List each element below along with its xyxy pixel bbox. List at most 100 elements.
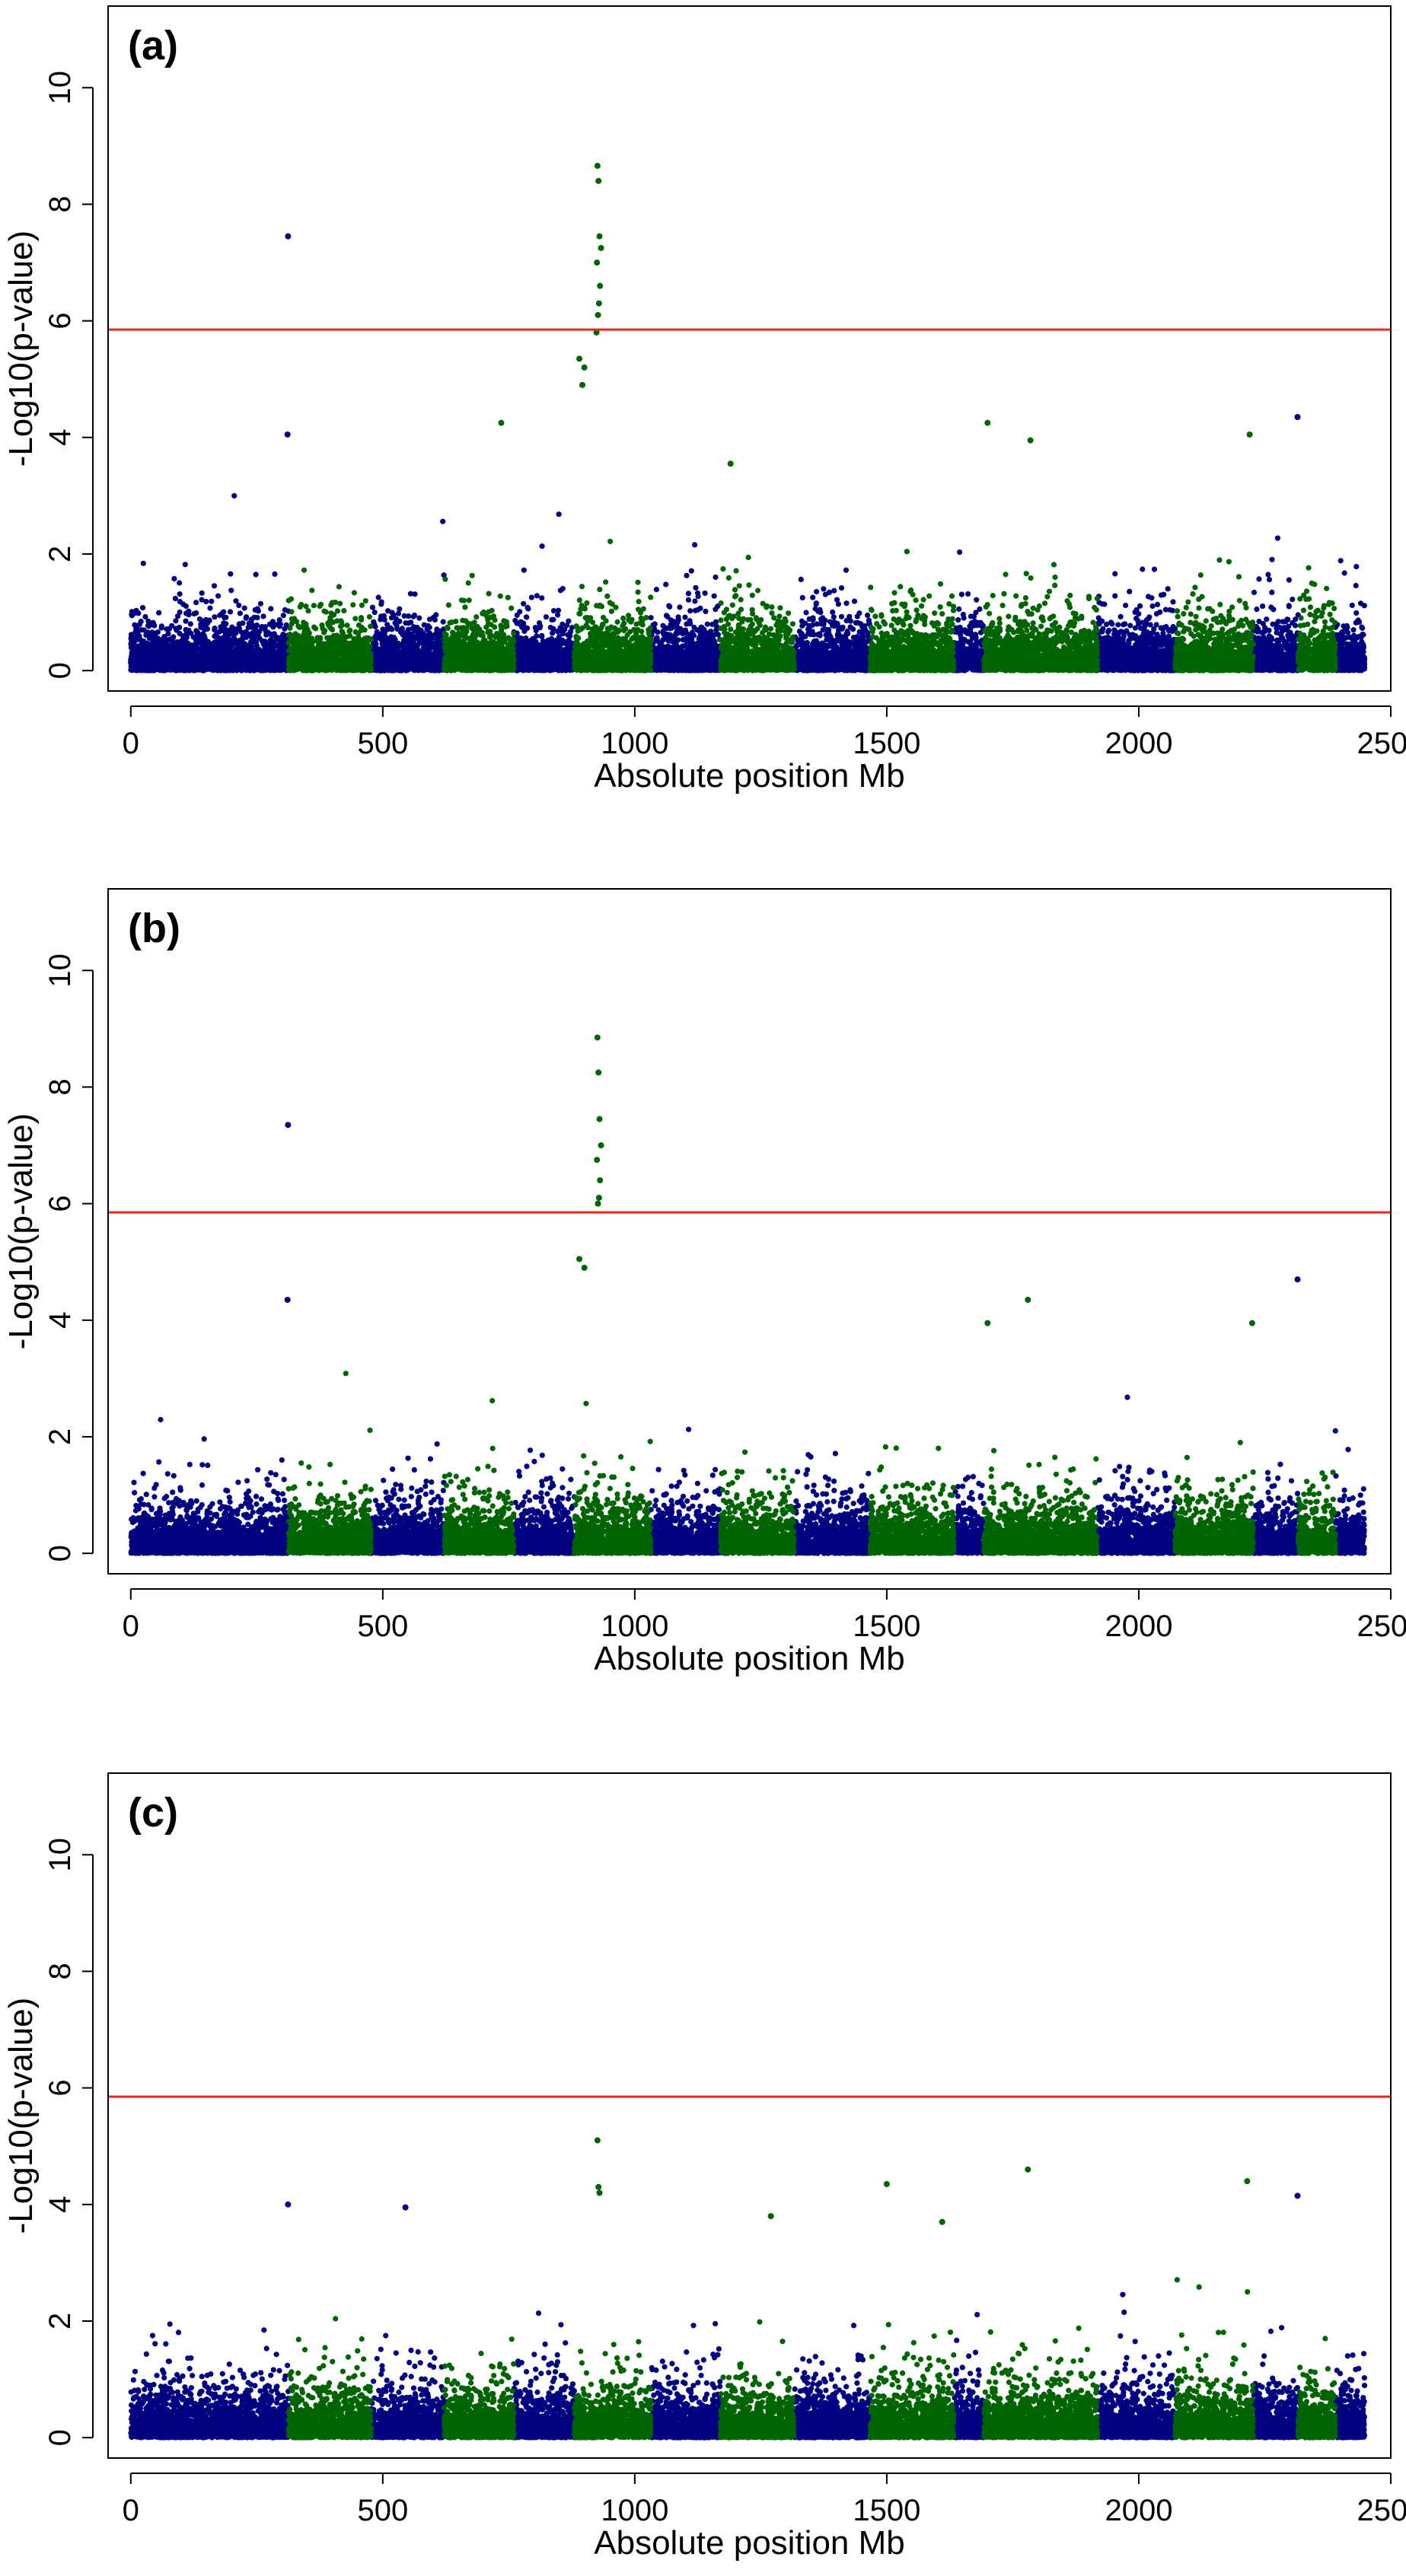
y-tick-label: 4 (43, 1312, 77, 1329)
x-axis-title: Absolute position Mb (594, 757, 904, 794)
snp-point (1294, 414, 1301, 420)
snp-point (596, 1116, 603, 1122)
snp-point (1294, 2192, 1301, 2199)
x-axis-title: Absolute position Mb (594, 2524, 904, 2562)
snp-points (128, 162, 1368, 673)
snp-point (984, 419, 991, 426)
x-tick-label: 1500 (853, 1610, 920, 1643)
snp-point (883, 2181, 890, 2187)
y-tick-label: 10 (43, 954, 77, 988)
snp-point (984, 1320, 991, 1326)
snp-point (595, 1069, 602, 1076)
snp-point (576, 1256, 583, 1263)
snp-point (595, 1194, 602, 1201)
snp-point (1246, 431, 1253, 438)
y-tick-label: 10 (43, 1838, 77, 1872)
snp-point (1244, 2178, 1251, 2185)
snp-points (128, 1034, 1367, 1556)
snp-point (1025, 2166, 1031, 2173)
panel-label: (b) (128, 906, 180, 951)
x-tick-label: 2000 (1105, 1610, 1172, 1643)
snp-point (597, 282, 604, 289)
y-tick-label: 4 (43, 2196, 77, 2213)
y-tick-label: 0 (43, 1545, 77, 1562)
snp-point (595, 2183, 602, 2190)
snp-point (596, 2189, 603, 2196)
panel-label: (c) (128, 1790, 178, 1836)
snp-point (594, 1034, 601, 1041)
snp-point (594, 2137, 601, 2144)
x-tick-label: 500 (357, 1610, 408, 1643)
x-tick-label: 1500 (853, 727, 920, 760)
snp-point (595, 311, 601, 318)
x-tick-label: 0 (123, 727, 139, 760)
y-tick-label: 4 (43, 429, 77, 446)
snp-point (576, 355, 583, 362)
snp-point (498, 419, 505, 426)
x-axis-title: Absolute position Mb (594, 1640, 904, 1677)
snp-points-odd-chromosomes (128, 1394, 1367, 1556)
snp-points-even-chromosomes (285, 1371, 1338, 1556)
x-tick-label: 1000 (601, 1610, 668, 1643)
snp-points-odd-chromosomes (128, 2291, 1368, 2441)
y-tick-label: 6 (43, 2079, 77, 2096)
y-tick-label: 2 (43, 546, 77, 562)
y-tick-label: 8 (43, 1078, 77, 1095)
snp-points-even-chromosomes (285, 538, 1338, 673)
snp-point (285, 1122, 292, 1129)
x-tick-label: 500 (357, 727, 408, 760)
y-tick-label: 0 (43, 2429, 77, 2446)
snp-point (581, 1264, 588, 1271)
snp-point (402, 2204, 409, 2211)
snp-point (1294, 1276, 1301, 1283)
snp-point (597, 1177, 604, 1183)
y-axis-title: -Log10(p-value) (2, 1113, 40, 1350)
snp-point (1025, 1297, 1031, 1303)
y-axis-title: -Log10(p-value) (2, 231, 40, 467)
y-axis-title: -Log10(p-value) (2, 1998, 40, 2234)
y-tick-label: 6 (43, 312, 77, 329)
snp-point (284, 431, 291, 438)
snp-points (128, 2137, 1368, 2441)
x-tick-label: 1000 (601, 2494, 668, 2527)
x-tick-label: 2000 (1105, 727, 1172, 760)
y-tick-label: 8 (43, 196, 77, 212)
snp-point (284, 1297, 291, 1303)
x-tick-label: 0 (123, 2494, 139, 2527)
y-tick-label: 10 (43, 71, 77, 105)
snp-point (594, 1157, 601, 1164)
snp-point (579, 381, 586, 388)
snp-points-even-chromosomes (285, 2277, 1338, 2441)
snp-point (1027, 437, 1034, 444)
snp-point (727, 460, 734, 467)
snp-point (595, 177, 602, 184)
snp-point (598, 244, 604, 251)
y-tick-label: 2 (43, 1428, 77, 1445)
y-tick-label: 8 (43, 1963, 77, 1979)
plot-frame (107, 888, 1392, 1575)
plot-frame (107, 1772, 1392, 2459)
x-tick-label: 1500 (853, 2494, 920, 2527)
snp-points-odd-chromosomes (128, 492, 1368, 673)
y-tick-label: 6 (43, 1195, 77, 1212)
snp-point (767, 2213, 774, 2220)
snp-point (285, 233, 292, 240)
plot-frame (107, 5, 1392, 692)
snp-point (1248, 1320, 1255, 1326)
snp-point (594, 162, 601, 169)
x-tick-label: 0 (123, 1610, 139, 1643)
snp-point (596, 233, 603, 240)
x-tick-label: 500 (357, 2494, 408, 2527)
snp-point (939, 2218, 945, 2225)
snp-point (581, 364, 588, 371)
panel-label: (a) (128, 23, 178, 68)
snp-point (593, 329, 600, 336)
y-tick-label: 0 (43, 662, 77, 679)
y-tick-label: 2 (43, 2313, 77, 2329)
